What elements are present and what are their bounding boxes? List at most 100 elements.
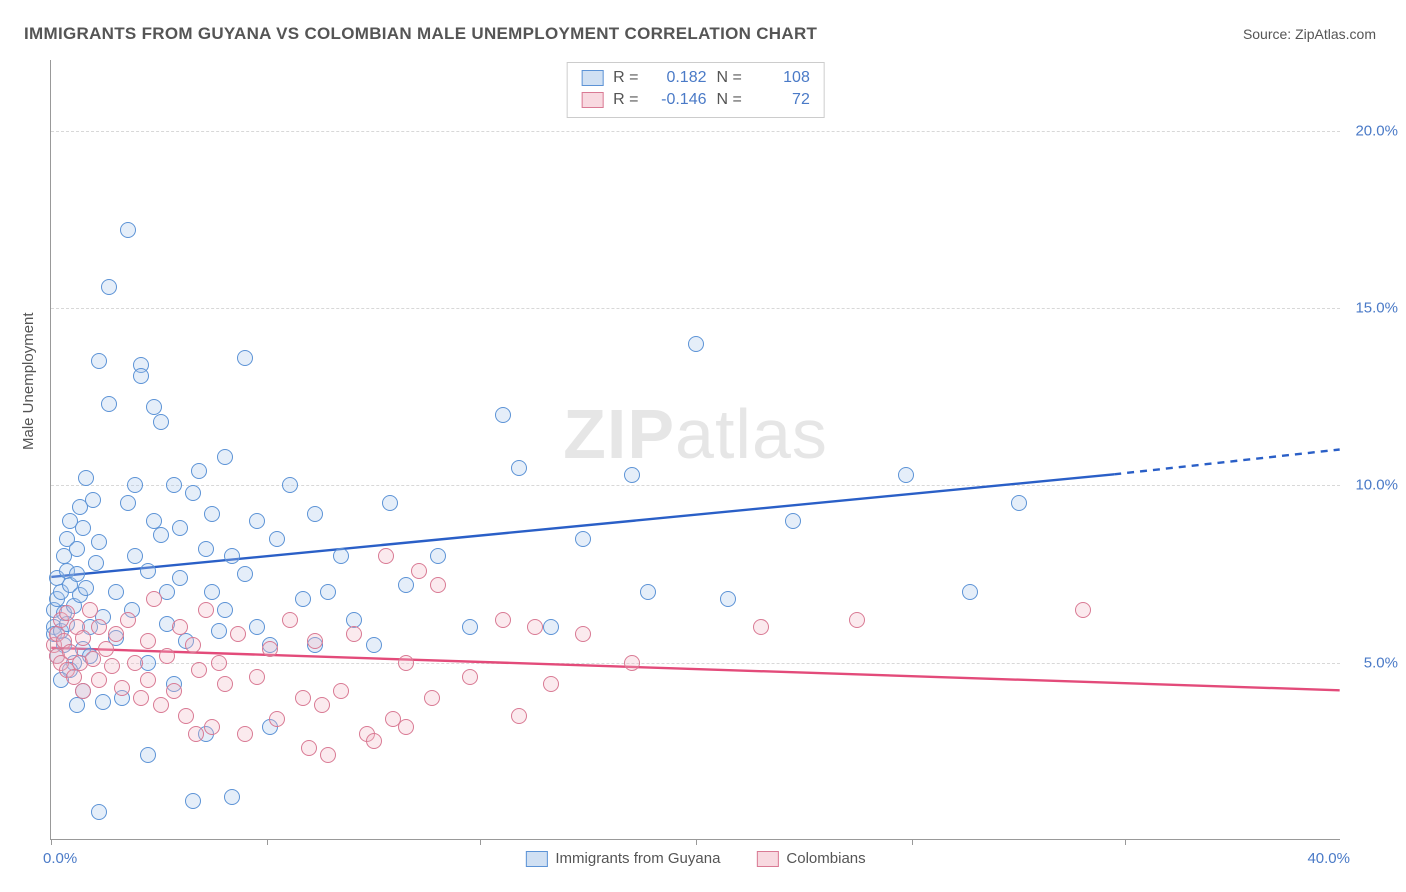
data-point-colombians: [146, 591, 162, 607]
data-point-colombians: [140, 672, 156, 688]
data-point-colombians: [230, 626, 246, 642]
source-attribution: Source: ZipAtlas.com: [1243, 26, 1376, 42]
data-point-colombians: [301, 740, 317, 756]
data-point-colombians: [188, 726, 204, 742]
x-tick-mark: [912, 839, 913, 845]
data-point-colombians: [378, 548, 394, 564]
data-point-colombians: [411, 563, 427, 579]
data-point-guyana: [211, 623, 227, 639]
data-point-guyana: [101, 396, 117, 412]
data-point-guyana: [511, 460, 527, 476]
data-point-guyana: [172, 570, 188, 586]
data-point-colombians: [85, 651, 101, 667]
data-point-colombians: [307, 633, 323, 649]
data-point-guyana: [101, 279, 117, 295]
data-point-guyana: [69, 566, 85, 582]
data-point-guyana: [120, 495, 136, 511]
data-point-colombians: [108, 626, 124, 642]
data-point-colombians: [543, 676, 559, 692]
data-point-colombians: [333, 683, 349, 699]
data-point-guyana: [127, 477, 143, 493]
data-point-colombians: [262, 641, 278, 657]
data-point-colombians: [211, 655, 227, 671]
data-point-colombians: [91, 619, 107, 635]
gridline: [51, 485, 1340, 486]
data-point-colombians: [198, 602, 214, 618]
data-point-guyana: [172, 520, 188, 536]
data-point-colombians: [495, 612, 511, 628]
y-tick-label: 15.0%: [1355, 300, 1398, 317]
trend-line-guyana: [51, 474, 1114, 577]
x-tick-mark: [1125, 839, 1126, 845]
data-point-colombians: [624, 655, 640, 671]
data-point-guyana: [127, 548, 143, 564]
data-point-colombians: [295, 690, 311, 706]
data-point-colombians: [66, 669, 82, 685]
data-point-guyana: [366, 637, 382, 653]
data-point-guyana: [69, 697, 85, 713]
data-point-guyana: [543, 619, 559, 635]
data-point-guyana: [398, 577, 414, 593]
data-point-guyana: [185, 793, 201, 809]
data-point-guyana: [382, 495, 398, 511]
data-point-guyana: [495, 407, 511, 423]
data-point-colombians: [172, 619, 188, 635]
data-point-guyana: [108, 584, 124, 600]
data-point-guyana: [69, 541, 85, 557]
data-point-guyana: [91, 804, 107, 820]
data-point-colombians: [849, 612, 865, 628]
data-point-guyana: [198, 541, 214, 557]
data-point-colombians: [398, 655, 414, 671]
data-point-guyana: [785, 513, 801, 529]
data-point-guyana: [249, 513, 265, 529]
data-point-guyana: [217, 602, 233, 618]
x-tick-mark: [267, 839, 268, 845]
data-point-colombians: [398, 719, 414, 735]
data-point-guyana: [224, 548, 240, 564]
data-point-colombians: [1075, 602, 1091, 618]
x-tick-mark: [480, 839, 481, 845]
data-point-colombians: [269, 711, 285, 727]
data-point-colombians: [527, 619, 543, 635]
data-point-colombians: [98, 641, 114, 657]
data-point-guyana: [575, 531, 591, 547]
swatch-guyana-icon: [525, 851, 547, 867]
data-point-colombians: [91, 672, 107, 688]
gridline: [51, 131, 1340, 132]
data-point-colombians: [104, 658, 120, 674]
data-point-guyana: [249, 619, 265, 635]
chart-title: IMMIGRANTS FROM GUYANA VS COLOMBIAN MALE…: [24, 24, 817, 44]
data-point-guyana: [269, 531, 285, 547]
data-point-guyana: [78, 580, 94, 596]
data-point-guyana: [120, 222, 136, 238]
data-point-colombians: [133, 690, 149, 706]
data-point-guyana: [282, 477, 298, 493]
trend-line-colombians: [51, 648, 1339, 690]
data-point-colombians: [575, 626, 591, 642]
data-point-guyana: [191, 463, 207, 479]
data-point-colombians: [511, 708, 527, 724]
data-point-colombians: [191, 662, 207, 678]
data-point-guyana: [237, 350, 253, 366]
data-point-guyana: [237, 566, 253, 582]
data-point-guyana: [133, 368, 149, 384]
y-tick-label: 5.0%: [1364, 654, 1398, 671]
swatch-colombians: [581, 92, 603, 108]
data-point-colombians: [82, 602, 98, 618]
data-point-colombians: [185, 637, 201, 653]
data-point-guyana: [295, 591, 311, 607]
data-point-colombians: [366, 733, 382, 749]
data-point-colombians: [430, 577, 446, 593]
data-point-guyana: [307, 506, 323, 522]
data-point-colombians: [237, 726, 253, 742]
data-point-guyana: [140, 747, 156, 763]
swatch-colombians-icon: [756, 851, 778, 867]
data-point-guyana: [688, 336, 704, 352]
data-point-colombians: [249, 669, 265, 685]
legend-label-guyana: Immigrants from Guyana: [555, 850, 720, 867]
data-point-colombians: [462, 669, 478, 685]
data-point-colombians: [217, 676, 233, 692]
series-legend: Immigrants from Guyana Colombians: [525, 850, 865, 867]
data-point-guyana: [85, 492, 101, 508]
data-point-guyana: [333, 548, 349, 564]
